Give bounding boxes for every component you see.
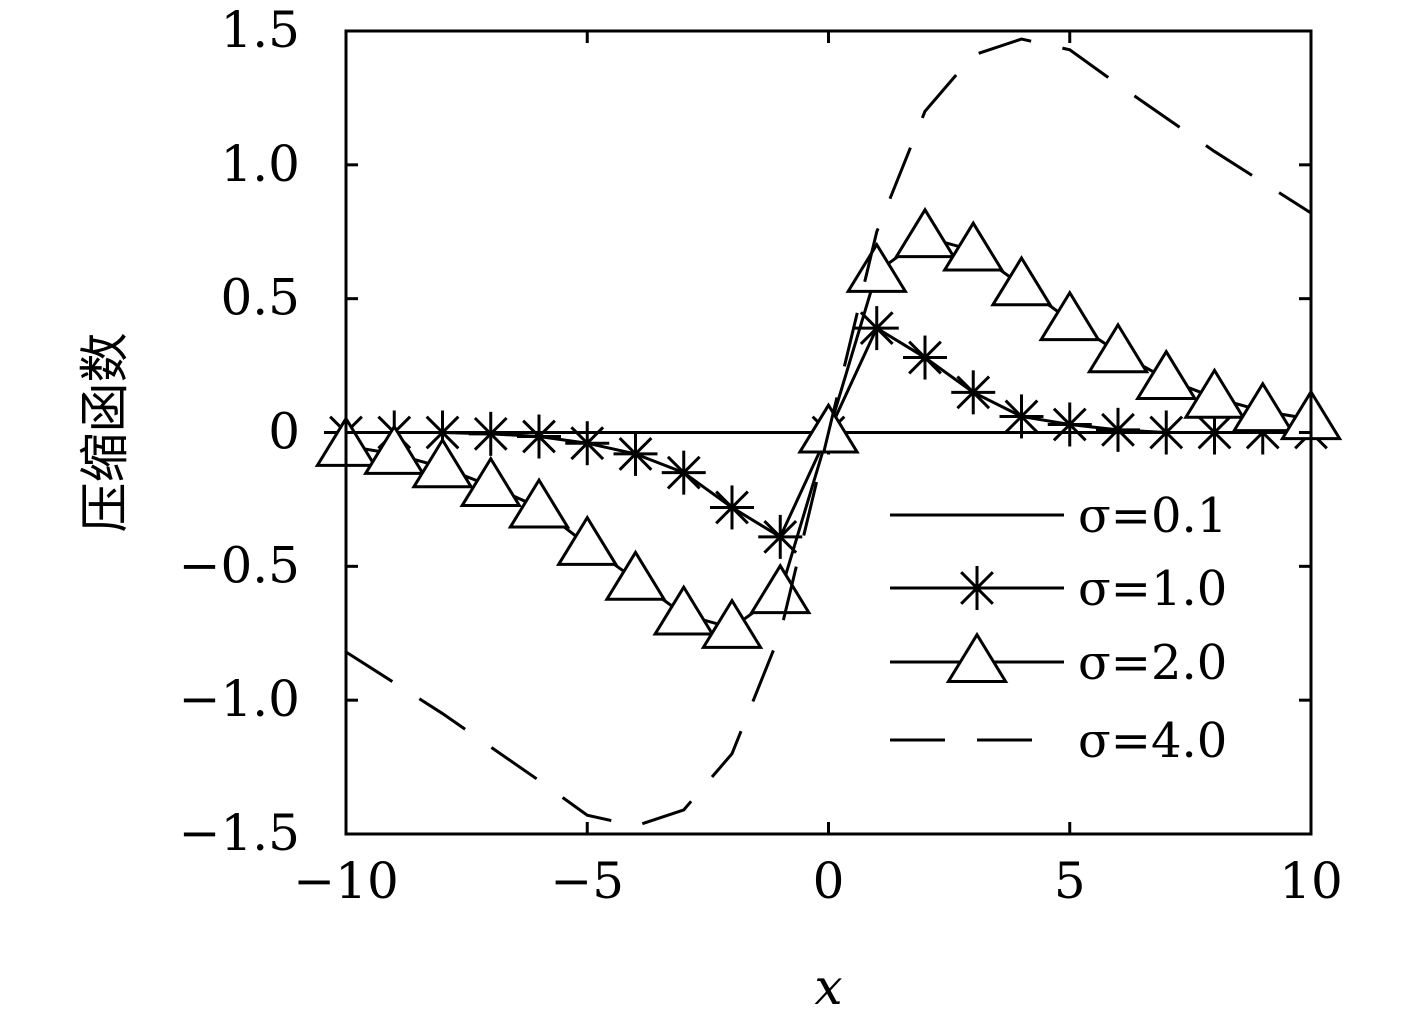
data-point	[507, 477, 571, 529]
data-point	[758, 514, 803, 559]
x-tick-label: 0	[813, 852, 845, 910]
data-point	[893, 206, 957, 259]
data-point	[468, 411, 513, 456]
data-point	[941, 220, 1005, 272]
legend-item: σ=0.1	[890, 488, 1227, 544]
data-point	[459, 455, 523, 508]
legend-item: σ=4.0	[890, 713, 1227, 769]
legend-label: σ=0.1	[1078, 488, 1227, 544]
data-point	[700, 597, 764, 649]
y-tick-label: 0	[268, 403, 300, 461]
data-point	[1038, 289, 1102, 342]
plot-area	[314, 37, 1343, 828]
data-point	[362, 423, 426, 475]
legend-marker	[955, 566, 999, 610]
data-point	[517, 414, 561, 459]
data-point	[999, 394, 1044, 439]
y-axis-label: 压缩函数	[76, 333, 134, 533]
data-point	[661, 450, 706, 495]
data-point	[1086, 322, 1150, 374]
y-tick-label: 1.5	[220, 1, 300, 59]
data-point	[1096, 407, 1140, 452]
data-point	[565, 421, 610, 466]
data-point	[555, 514, 619, 566]
legend: σ=0.1 σ=1.0 σ=2.0 σ=4.0	[890, 488, 1227, 769]
data-point	[710, 485, 754, 530]
y-tick-label: −1.0	[179, 670, 300, 728]
data-point	[1047, 402, 1092, 447]
x-axis-label: x	[814, 958, 842, 1016]
data-point	[748, 562, 812, 615]
data-point	[1231, 380, 1295, 433]
y-tick-label: −1.5	[179, 804, 300, 862]
data-point	[411, 437, 474, 489]
data-point	[1183, 367, 1246, 419]
axis-ticks: −10 −5 0 5 10 1.5 1.0 0.5 0 −0.5 −1.0 −1.5	[179, 1, 1343, 910]
legend-label: σ=4.0	[1078, 713, 1227, 769]
series-3	[314, 206, 1343, 649]
data-point	[951, 370, 996, 415]
legend-label: σ=1.0	[1078, 561, 1227, 617]
legend-label: σ=2.0	[1078, 635, 1227, 691]
y-tick-label: 0.5	[220, 269, 300, 327]
x-tick-label: 5	[1054, 852, 1086, 910]
data-point	[1144, 410, 1189, 455]
data-point	[604, 549, 667, 601]
series-line	[345, 37, 1312, 828]
x-tick-label: −5	[550, 852, 624, 910]
legend-item: σ=2.0	[890, 631, 1227, 691]
y-tick-label: 1.0	[220, 135, 300, 193]
y-tick-label: −0.5	[179, 536, 300, 594]
x-tick-label: −10	[293, 852, 399, 910]
data-point	[845, 241, 909, 293]
data-point	[1134, 348, 1198, 400]
series-4	[345, 37, 1312, 828]
legend-item: σ=1.0	[890, 561, 1227, 617]
data-point	[652, 584, 716, 636]
legend-marker	[945, 631, 1009, 683]
data-point	[854, 306, 899, 351]
x-tick-label: 10	[1279, 852, 1343, 910]
data-point	[613, 431, 658, 476]
data-point	[990, 255, 1053, 307]
data-point	[903, 335, 947, 380]
